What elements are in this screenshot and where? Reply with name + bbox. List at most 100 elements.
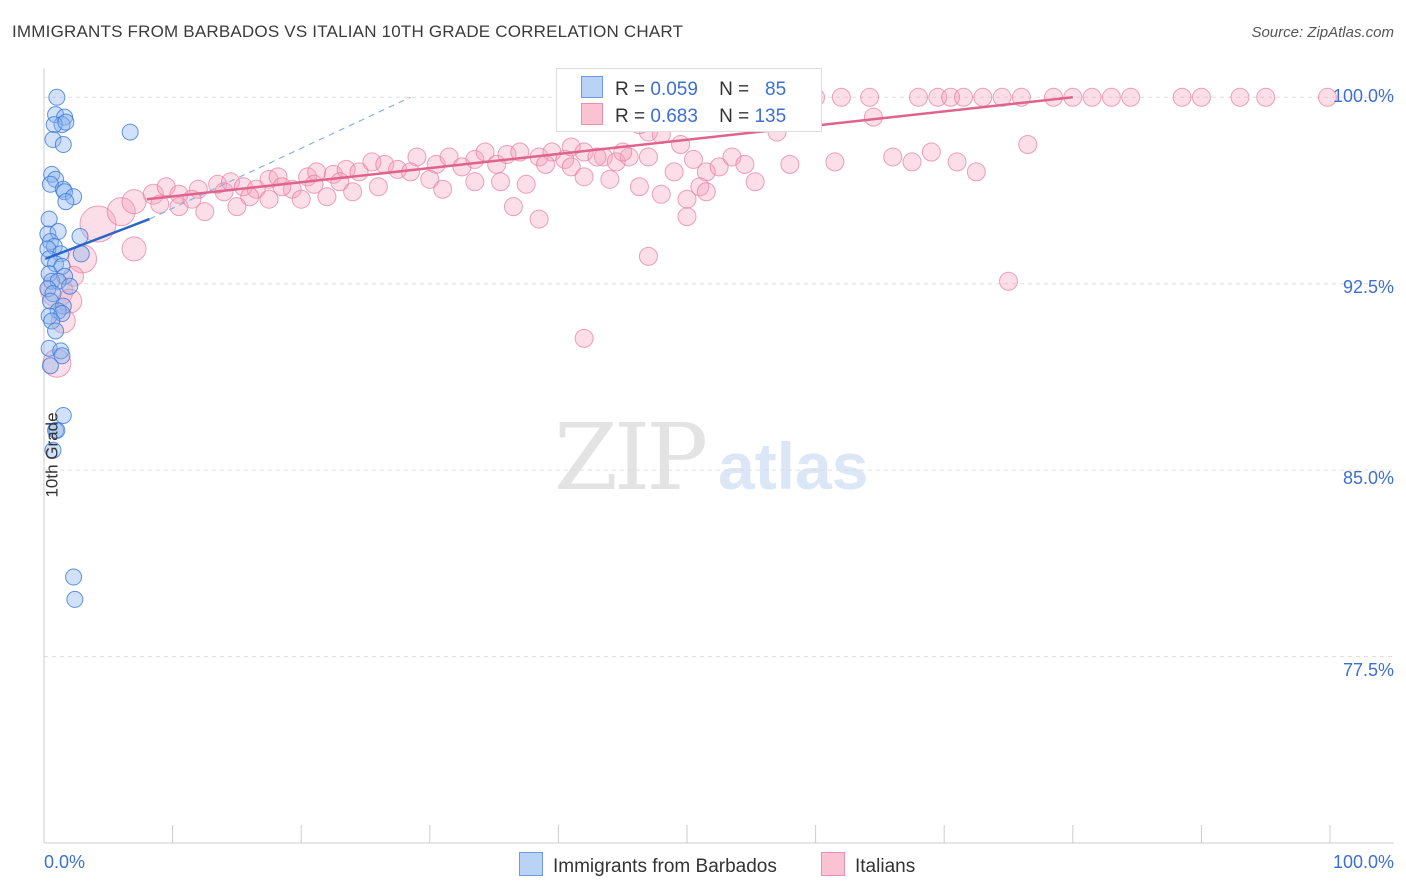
correlation-legend: R = 0.059 N = 85 R = 0.683 N = 135 bbox=[556, 68, 822, 132]
italians-point bbox=[343, 182, 363, 202]
italians-point bbox=[317, 187, 337, 207]
italians-point bbox=[368, 177, 388, 197]
italians-point bbox=[291, 189, 311, 209]
x-tick-label: 100.0% bbox=[1332, 852, 1394, 872]
italians-point bbox=[1101, 87, 1121, 107]
italians-point bbox=[1256, 87, 1276, 107]
barbados-point bbox=[65, 568, 83, 586]
barbados-point bbox=[47, 322, 65, 340]
italians-point bbox=[561, 157, 581, 177]
barbados-point bbox=[44, 131, 62, 149]
watermark-atlas: atlas bbox=[718, 429, 869, 503]
pink-swatch-icon bbox=[821, 852, 845, 876]
italians-point bbox=[574, 167, 594, 187]
italians-point bbox=[503, 197, 523, 217]
r-label: R = bbox=[615, 106, 646, 127]
italians-point bbox=[690, 177, 710, 197]
y-tick-label: 100.0% bbox=[1332, 86, 1394, 106]
italians-trend-line bbox=[146, 96, 1073, 201]
italians-point bbox=[999, 271, 1018, 291]
y-axis-label: 10th Grade bbox=[42, 412, 62, 498]
italians-point bbox=[240, 187, 260, 207]
italians-point bbox=[529, 209, 549, 229]
italians-point bbox=[420, 169, 440, 189]
italians-point bbox=[651, 184, 671, 204]
barbados-point bbox=[48, 88, 66, 106]
italians-point bbox=[465, 172, 485, 192]
watermark-zip: ZIP bbox=[554, 404, 708, 511]
blue-swatch-icon bbox=[581, 76, 603, 98]
barbados-point bbox=[41, 175, 59, 193]
italians-point bbox=[516, 174, 536, 194]
x-tick-label: 0.0% bbox=[44, 852, 86, 872]
y-tick-label: 77.5% bbox=[1342, 660, 1394, 680]
italians-point bbox=[619, 147, 639, 167]
barbados-point bbox=[121, 123, 139, 141]
barbados-points bbox=[39, 88, 139, 608]
italians-point bbox=[79, 205, 117, 243]
italians-point bbox=[860, 87, 880, 107]
italians-point bbox=[629, 177, 649, 197]
italians-point bbox=[921, 142, 941, 162]
italians-point bbox=[863, 107, 883, 127]
n-label: N = bbox=[719, 106, 750, 127]
y-tick-label: 92.5% bbox=[1342, 277, 1394, 297]
source-credit: Source: ZipAtlas.com bbox=[1251, 24, 1394, 41]
italians-point bbox=[677, 189, 697, 209]
italians-point bbox=[709, 157, 729, 177]
barbados-point bbox=[66, 590, 84, 608]
italians-point bbox=[831, 87, 851, 107]
italians-point bbox=[330, 172, 350, 192]
legend-item-italians: Italians bbox=[821, 852, 915, 878]
barbados-point bbox=[48, 421, 66, 439]
italians-point bbox=[587, 147, 607, 167]
legend-label: Immigrants from Barbados bbox=[553, 856, 777, 877]
italians-point bbox=[491, 172, 511, 192]
italians-point bbox=[304, 174, 324, 194]
italians-point bbox=[600, 169, 620, 189]
blue-swatch-icon bbox=[519, 852, 543, 876]
italians-point bbox=[1317, 87, 1337, 107]
italians-point bbox=[825, 152, 845, 172]
italians-point bbox=[671, 135, 691, 155]
italians-point bbox=[966, 162, 986, 182]
italians-point bbox=[664, 162, 684, 182]
barbados-point bbox=[40, 210, 58, 228]
r-value: 0.683 bbox=[650, 106, 698, 127]
n-value: 85 bbox=[765, 79, 787, 100]
barbados-trend-extension bbox=[149, 96, 411, 220]
italians-point bbox=[638, 246, 658, 266]
italians-point bbox=[106, 197, 136, 227]
barbados-point bbox=[71, 227, 89, 245]
pink-swatch-icon bbox=[581, 103, 603, 125]
italians-point bbox=[696, 182, 716, 202]
italians-point bbox=[121, 189, 147, 215]
barbados-point bbox=[39, 280, 57, 298]
italians-point bbox=[638, 147, 658, 167]
legend-row-barbados: R = 0.059 N = 85 bbox=[581, 76, 786, 101]
italians-point bbox=[195, 202, 215, 222]
italians-point bbox=[121, 236, 147, 262]
barbados-point bbox=[61, 277, 79, 295]
legend-row-italians: R = 0.683 N = 135 bbox=[581, 103, 786, 128]
barbados-point bbox=[57, 113, 75, 131]
italians-point bbox=[735, 154, 755, 174]
barbados-point bbox=[54, 136, 72, 154]
italians-point bbox=[745, 172, 765, 192]
italians-point bbox=[902, 152, 922, 172]
y-tick-label: 85.0% bbox=[1342, 468, 1394, 488]
trend-lines bbox=[44, 96, 1073, 261]
italians-point bbox=[1044, 87, 1064, 107]
barbados-point bbox=[57, 193, 75, 211]
italians-point bbox=[908, 87, 928, 107]
italians-point bbox=[606, 152, 626, 172]
italians-point bbox=[1191, 87, 1211, 107]
r-label: R = bbox=[615, 79, 646, 100]
italians-point bbox=[1230, 87, 1250, 107]
italians-point bbox=[272, 177, 292, 197]
italians-point bbox=[407, 147, 427, 167]
n-label: N = bbox=[719, 79, 750, 100]
italians-point bbox=[780, 154, 800, 174]
barbados-point bbox=[53, 347, 71, 365]
italians-point bbox=[259, 189, 279, 209]
